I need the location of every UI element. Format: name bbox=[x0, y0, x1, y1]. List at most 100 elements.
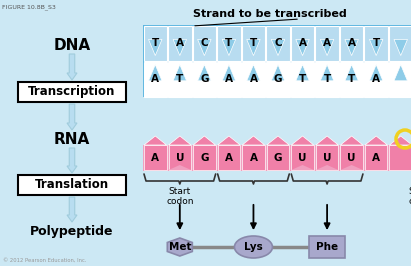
Polygon shape bbox=[144, 136, 166, 145]
Polygon shape bbox=[291, 165, 314, 170]
Text: T: T bbox=[250, 38, 257, 48]
Text: Strand to be transcribed: Strand to be transcribed bbox=[193, 9, 347, 19]
Bar bbox=[168, 61, 192, 97]
Text: RNA: RNA bbox=[54, 132, 90, 148]
Bar bbox=[389, 61, 411, 97]
Polygon shape bbox=[394, 39, 407, 56]
Text: A: A bbox=[323, 38, 331, 48]
Bar bbox=[365, 61, 388, 97]
FancyBboxPatch shape bbox=[18, 175, 126, 195]
Polygon shape bbox=[67, 148, 77, 173]
Bar bbox=[193, 26, 216, 60]
Bar bbox=[144, 145, 166, 170]
Text: FIGURE 10.8B_S3: FIGURE 10.8B_S3 bbox=[2, 4, 56, 10]
Polygon shape bbox=[365, 136, 388, 145]
Polygon shape bbox=[267, 136, 289, 145]
Polygon shape bbox=[271, 39, 285, 56]
Text: A: A bbox=[372, 74, 380, 84]
Text: Start
codon: Start codon bbox=[166, 187, 194, 206]
Bar bbox=[390, 145, 411, 170]
Text: T: T bbox=[299, 74, 306, 84]
Bar bbox=[365, 145, 388, 170]
Polygon shape bbox=[169, 136, 191, 145]
Bar bbox=[340, 26, 363, 60]
Text: A: A bbox=[225, 74, 233, 84]
Bar bbox=[389, 26, 411, 60]
Polygon shape bbox=[271, 65, 285, 81]
Text: A: A bbox=[151, 74, 159, 84]
Text: DNA: DNA bbox=[53, 39, 90, 53]
Bar bbox=[242, 26, 265, 60]
Text: A: A bbox=[298, 38, 307, 48]
Bar bbox=[242, 61, 265, 97]
Bar bbox=[315, 61, 339, 97]
FancyBboxPatch shape bbox=[18, 82, 126, 102]
Polygon shape bbox=[198, 39, 211, 56]
Text: T: T bbox=[225, 38, 233, 48]
Bar bbox=[291, 145, 314, 170]
Bar bbox=[267, 145, 289, 170]
Polygon shape bbox=[67, 197, 77, 222]
Bar bbox=[143, 145, 411, 171]
Polygon shape bbox=[369, 65, 383, 81]
Polygon shape bbox=[296, 65, 309, 81]
Bar bbox=[168, 26, 192, 60]
Polygon shape bbox=[320, 65, 334, 81]
Polygon shape bbox=[316, 165, 338, 170]
Text: G: G bbox=[274, 153, 282, 163]
Text: T: T bbox=[176, 74, 183, 84]
Text: A: A bbox=[348, 38, 356, 48]
Polygon shape bbox=[169, 165, 191, 170]
Text: Transcription: Transcription bbox=[28, 85, 115, 98]
Bar bbox=[193, 61, 216, 97]
Polygon shape bbox=[394, 65, 407, 81]
Text: Polypeptide: Polypeptide bbox=[30, 226, 114, 239]
Bar bbox=[315, 26, 339, 60]
Polygon shape bbox=[222, 39, 236, 56]
Polygon shape bbox=[296, 39, 309, 56]
Text: A: A bbox=[249, 153, 257, 163]
Polygon shape bbox=[345, 39, 358, 56]
Polygon shape bbox=[222, 65, 236, 81]
Polygon shape bbox=[320, 39, 334, 56]
Text: A: A bbox=[225, 153, 233, 163]
Text: U: U bbox=[347, 153, 356, 163]
Text: A: A bbox=[151, 153, 159, 163]
Text: T: T bbox=[152, 38, 159, 48]
Text: T: T bbox=[372, 38, 380, 48]
Bar bbox=[316, 145, 338, 170]
Bar bbox=[266, 26, 290, 60]
Text: U: U bbox=[323, 153, 331, 163]
Text: C: C bbox=[274, 38, 282, 48]
Polygon shape bbox=[340, 136, 363, 145]
Bar bbox=[169, 145, 191, 170]
Polygon shape bbox=[198, 65, 211, 81]
Text: Phe: Phe bbox=[316, 242, 338, 252]
Bar bbox=[340, 61, 363, 97]
Polygon shape bbox=[369, 39, 383, 56]
Text: G: G bbox=[200, 153, 209, 163]
Polygon shape bbox=[242, 136, 265, 145]
Bar bbox=[217, 61, 241, 97]
FancyBboxPatch shape bbox=[309, 236, 345, 258]
Polygon shape bbox=[247, 39, 260, 56]
Text: A: A bbox=[372, 153, 380, 163]
Text: T: T bbox=[323, 74, 331, 84]
Bar bbox=[218, 145, 240, 170]
Polygon shape bbox=[148, 39, 162, 56]
Polygon shape bbox=[173, 65, 187, 81]
Text: T: T bbox=[348, 74, 355, 84]
Bar bbox=[143, 61, 167, 97]
Polygon shape bbox=[247, 65, 260, 81]
Bar bbox=[242, 145, 265, 170]
Polygon shape bbox=[67, 104, 77, 130]
Text: Lys: Lys bbox=[244, 242, 263, 252]
Text: Met: Met bbox=[169, 242, 191, 252]
Text: G: G bbox=[200, 74, 209, 84]
Polygon shape bbox=[390, 136, 411, 145]
Polygon shape bbox=[316, 136, 338, 145]
Polygon shape bbox=[193, 136, 216, 145]
Bar bbox=[193, 145, 216, 170]
Bar bbox=[217, 26, 241, 60]
Polygon shape bbox=[340, 165, 363, 170]
